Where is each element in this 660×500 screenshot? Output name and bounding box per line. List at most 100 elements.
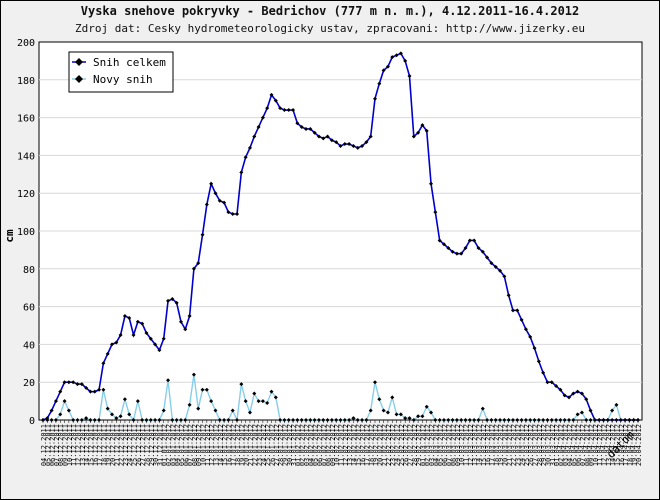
data-point-snih-celkem: [441, 242, 446, 247]
data-point-novy-snih: [416, 414, 421, 419]
x-tick-label: 02.02.2012: [299, 424, 307, 466]
data-point-snih-celkem: [424, 128, 429, 133]
data-point-novy-snih: [433, 418, 438, 422]
x-tick-label: 05.12.2011: [44, 424, 52, 466]
x-tick-label: 28.01.2012: [277, 424, 285, 466]
x-tick-label: 18.03.2012: [493, 424, 501, 466]
x-tick-label: 13.12.2011: [79, 424, 87, 466]
data-point-snih-celkem: [519, 317, 524, 322]
data-point-novy-snih: [75, 418, 80, 422]
data-point-snih-celkem: [407, 74, 412, 79]
data-point-snih-celkem: [256, 125, 261, 130]
x-tick-label: 29.01.2012: [281, 424, 289, 466]
data-point-snih-celkem: [84, 385, 89, 390]
data-point-novy-snih: [510, 418, 515, 422]
data-point-snih-celkem: [571, 391, 576, 396]
y-tick-label: 120: [17, 189, 35, 200]
data-point-novy-snih: [476, 418, 481, 422]
data-point-novy-snih: [411, 418, 416, 422]
data-point-snih-celkem: [502, 274, 507, 279]
data-point-snih-celkem: [579, 391, 584, 396]
x-tick-label: 16.12.2011: [92, 424, 100, 466]
x-tick-label: 22.03.2012: [510, 424, 518, 466]
data-point-novy-snih: [187, 402, 192, 407]
data-point-snih-celkem: [41, 418, 45, 422]
data-point-snih-celkem: [605, 418, 610, 422]
data-point-snih-celkem: [584, 397, 589, 402]
data-point-novy-snih: [575, 412, 580, 417]
x-tick-label: 10.12.2011: [66, 424, 74, 466]
x-tick-label: 04.01.2012: [174, 424, 182, 466]
data-point-snih-celkem: [178, 319, 183, 324]
data-point-snih-celkem: [498, 268, 503, 273]
data-point-novy-snih: [536, 418, 541, 422]
data-point-snih-celkem: [562, 393, 567, 398]
x-tick-label: 21.02.2012: [381, 424, 389, 466]
data-point-novy-snih: [347, 418, 352, 422]
data-point-novy-snih: [498, 418, 503, 422]
data-point-novy-snih: [398, 412, 403, 417]
data-point-snih-celkem: [58, 389, 63, 394]
data-point-snih-celkem: [131, 332, 136, 337]
data-point-snih-celkem: [204, 202, 209, 207]
data-point-snih-celkem: [403, 58, 408, 63]
x-tick-label: 26.01.2012: [269, 424, 277, 466]
data-point-snih-celkem: [157, 348, 162, 353]
data-point-snih-celkem: [153, 342, 158, 347]
data-point-snih-celkem: [79, 382, 84, 387]
data-point-novy-snih: [394, 412, 399, 417]
data-point-novy-snih: [424, 404, 429, 409]
x-tick-label: 16.03.2012: [484, 424, 492, 466]
y-tick-label: 80: [23, 265, 35, 276]
data-point-snih-celkem: [360, 143, 365, 148]
data-point-snih-celkem: [329, 138, 334, 143]
x-tick-label: 19.04.2012: [631, 424, 639, 466]
x-tick-label: 14.12.2011: [83, 424, 91, 466]
data-point-snih-celkem: [385, 64, 390, 69]
data-point-novy-snih: [506, 418, 511, 422]
data-point-novy-snih: [554, 418, 559, 422]
x-tick-label: 25.01.2012: [264, 424, 272, 466]
x-tick-label: 12.04.2012: [601, 424, 609, 466]
data-point-novy-snih: [153, 418, 158, 422]
x-tick-label: 16.04.2012: [618, 424, 626, 466]
data-point-snih-celkem: [398, 51, 403, 56]
data-point-novy-snih: [140, 418, 145, 422]
x-tick-label: 26.12.2011: [135, 424, 143, 466]
x-tick-label: 18.01.2012: [234, 424, 242, 466]
data-point-novy-snih: [196, 406, 201, 411]
y-tick-label: 60: [23, 303, 35, 314]
data-point-novy-snih: [390, 395, 395, 400]
data-point-novy-snih: [372, 380, 377, 385]
data-point-novy-snih: [304, 418, 309, 422]
x-tick-label: 10.04.2012: [592, 424, 600, 466]
x-tick-label: 27.12.2011: [139, 424, 147, 466]
x-tick-label: 08.02.2012: [325, 424, 333, 466]
x-tick-label: 23.02.2012: [389, 424, 397, 466]
data-point-novy-snih: [429, 410, 434, 415]
data-point-novy-snih: [256, 399, 261, 404]
data-point-novy-snih: [523, 418, 528, 422]
x-tick-label: 23.12.2011: [122, 424, 130, 466]
chart-title: Vyska snehove pokryvky - Bedrichov (777 …: [80, 4, 580, 18]
y-tick-label: 40: [23, 340, 35, 351]
data-point-snih-celkem: [528, 334, 533, 339]
data-point-snih-celkem: [71, 380, 76, 385]
data-point-novy-snih: [360, 418, 365, 422]
data-point-snih-celkem: [446, 246, 451, 251]
x-tick-label: 15.12.2011: [87, 424, 95, 466]
data-point-snih-celkem: [463, 246, 468, 251]
x-tick-label: 06.12.2011: [49, 424, 57, 466]
x-tick-label: 11.04.2012: [596, 424, 604, 466]
x-tick-label: 09.02.2012: [329, 424, 337, 466]
data-point-snih-celkem: [260, 115, 265, 120]
data-point-snih-celkem: [631, 418, 636, 422]
data-point-snih-celkem: [213, 191, 218, 196]
x-tick-label: 11.12.2011: [70, 424, 78, 466]
x-tick-label: 16.02.2012: [359, 424, 367, 466]
data-point-novy-snih: [144, 418, 149, 422]
data-point-novy-snih: [463, 418, 468, 422]
data-point-snih-celkem: [122, 314, 127, 319]
data-point-novy-snih: [295, 418, 300, 422]
data-point-snih-celkem: [174, 300, 179, 305]
